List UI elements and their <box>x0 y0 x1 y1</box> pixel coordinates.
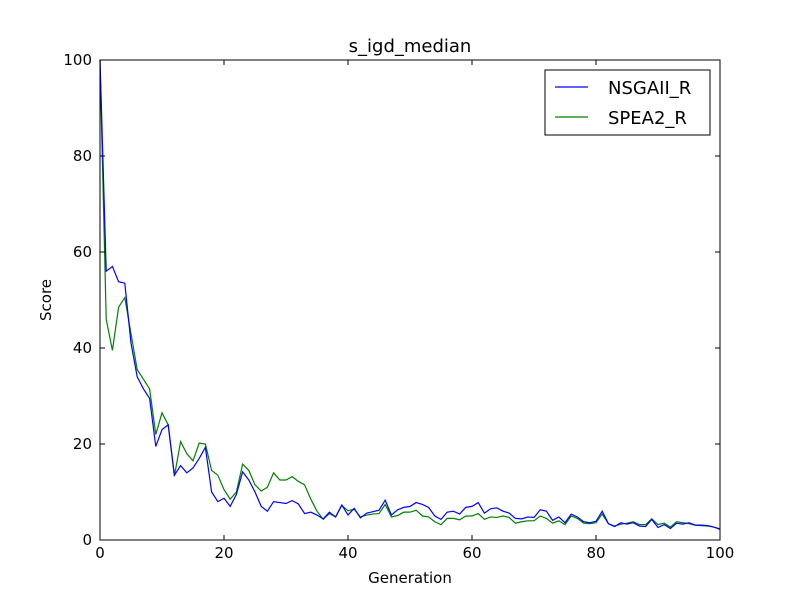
series-line-nsgaii-r <box>99 59 721 530</box>
legend-label-spea2-r: SPEA2_R <box>608 108 687 129</box>
x-tick-label: 40 <box>338 544 357 562</box>
y-tick-label: 40 <box>73 339 92 357</box>
legend-label-nsgaii-r: NSGAII_R <box>608 78 691 99</box>
x-tick-label: 0 <box>95 544 105 562</box>
plot-area <box>100 60 720 540</box>
plot-frame <box>99 59 721 541</box>
x-axis-label: Generation <box>368 569 452 587</box>
x-tick-label: 100 <box>706 544 735 562</box>
legend: NSGAII_R SPEA2_R <box>544 69 711 136</box>
y-axis-label: Score <box>37 279 55 321</box>
chart-title: s_igd_median <box>349 36 472 57</box>
y-tick-label: 80 <box>73 147 92 165</box>
y-tick-label: 20 <box>73 435 92 453</box>
legend-box <box>544 69 711 136</box>
y-tick-label: 60 <box>73 243 92 261</box>
y-tick-label: 0 <box>82 531 92 549</box>
series-layer <box>99 59 721 530</box>
x-tick-label: 20 <box>214 544 233 562</box>
tick-layer: 0 20 40 60 80 100 0 20 40 60 80 100 <box>63 51 734 562</box>
x-tick-label: 80 <box>586 544 605 562</box>
y-tick-label: 100 <box>63 51 92 69</box>
x-tick-label: 60 <box>462 544 481 562</box>
